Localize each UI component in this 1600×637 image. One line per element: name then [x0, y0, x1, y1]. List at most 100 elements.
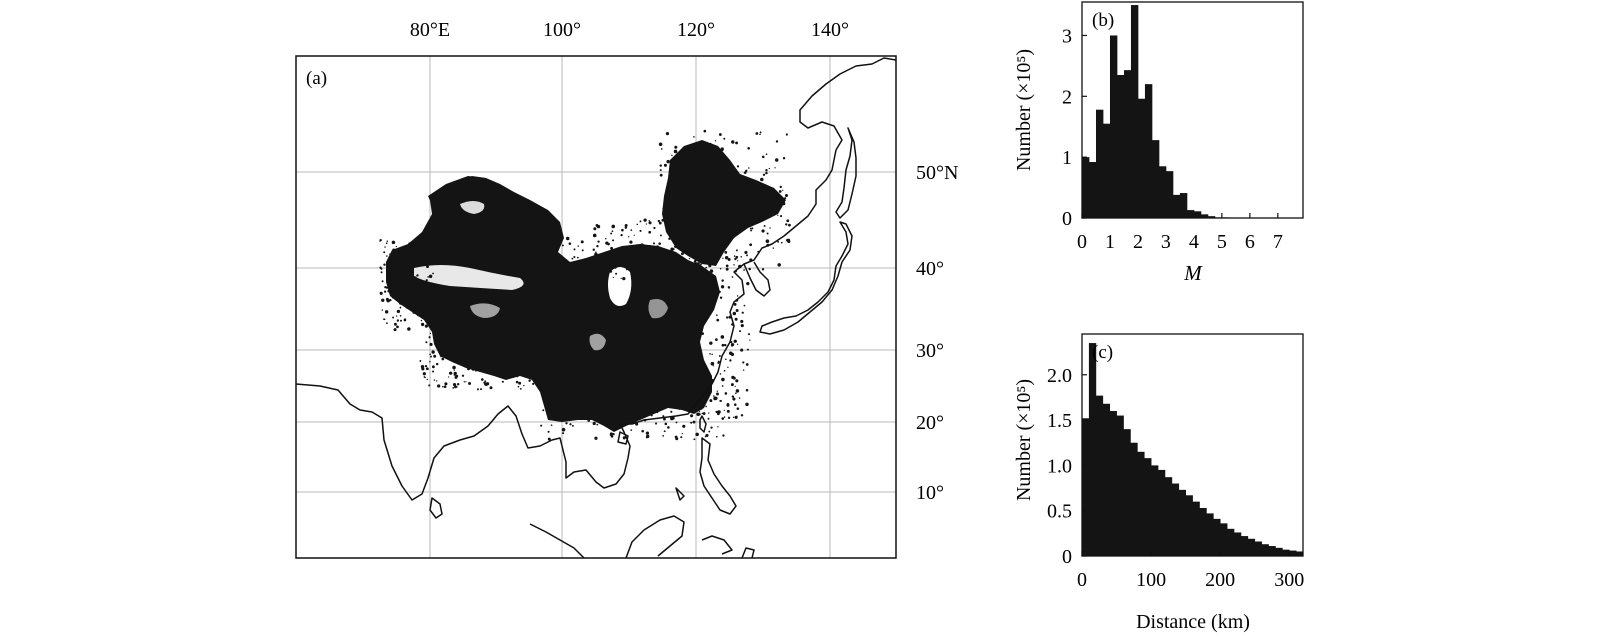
histogram-b-ytick-labels: 0 1 2 3: [1062, 25, 1072, 230]
epicenter-dot: [659, 234, 662, 237]
epicenter-dot: [383, 318, 386, 321]
histogram-b-xtick-label: 2: [1133, 231, 1143, 253]
histogram-b-xtick-label: 1: [1105, 231, 1115, 253]
epicenter-dot: [716, 318, 720, 322]
epicenter-dot: [730, 191, 734, 195]
epicenter-dot: [685, 268, 689, 271]
epicenter-dot: [734, 317, 738, 321]
epicenter-dot: [392, 316, 395, 319]
epicenter-dot: [782, 189, 784, 191]
lon-label-80: 80°E: [410, 19, 450, 41]
epicenter-dot: [691, 280, 694, 283]
epicenter-dot: [419, 360, 422, 362]
epicenter-dot: [463, 333, 466, 335]
epicenter-dot: [660, 148, 663, 150]
epicenter-dot: [562, 396, 565, 399]
epicenter-dot: [721, 385, 724, 387]
epicenter-dot: [747, 202, 751, 206]
epicenter-dot: [691, 309, 695, 313]
epicenter-dot: [399, 276, 404, 280]
epicenter-dot: [505, 333, 509, 337]
epicenter-dot: [724, 250, 728, 254]
epicenter-dot: [386, 240, 389, 243]
epicenter-dot: [684, 229, 688, 232]
epicenter-dot: [621, 400, 623, 402]
epicenter-dot: [670, 260, 672, 262]
coastline-eurasia-south: [296, 383, 713, 501]
epicenter-dot: [395, 315, 398, 317]
epicenter-dot: [570, 404, 575, 409]
epicenter-dot: [723, 409, 725, 411]
epicenter-dot: [648, 267, 651, 270]
epicenter-dot: [676, 273, 679, 276]
epicenter-dot: [423, 257, 428, 261]
histogram-b-xtick-label: 0: [1077, 231, 1087, 253]
epicenter-dot: [747, 146, 750, 150]
epicenter-dot: [735, 379, 739, 383]
epicenter-dot: [667, 426, 670, 429]
epicenter-dot: [544, 401, 546, 403]
longitude-labels: 80°E 100° 120° 140°: [410, 19, 849, 41]
epicenter-dot: [703, 383, 707, 387]
histogram-b-bar: [1179, 193, 1188, 218]
latitude-labels: 50°N 40° 30° 20° 10°: [916, 162, 958, 504]
epicenter-dot: [680, 272, 685, 277]
epicenter-dot: [694, 393, 697, 396]
epicenter-dot: [598, 406, 602, 410]
epicenter-dot: [692, 249, 695, 252]
epicenter-dot: [522, 369, 526, 372]
epicenter-dot: [694, 381, 697, 384]
epicenter-dot: [704, 396, 708, 400]
epicenter-dot: [718, 290, 721, 293]
epicenter-dot: [662, 435, 665, 437]
epicenter-dot: [690, 191, 694, 196]
epicenter-dot: [688, 372, 693, 377]
epicenter-dot: [748, 267, 751, 271]
epicenter-dot: [693, 262, 698, 266]
epicenter-dot: [736, 343, 739, 345]
epicenter-dot: [719, 296, 723, 300]
epicenter-dot: [735, 249, 738, 252]
epicenter-dot: [693, 438, 696, 441]
epicenter-dot: [717, 426, 719, 428]
epicenter-dot: [745, 388, 749, 392]
epicenter-dot: [542, 409, 545, 412]
epicenter-dot: [577, 245, 579, 247]
epicenter-dot: [766, 232, 769, 235]
epicenter-dot: [602, 379, 605, 382]
epicenter-dot: [736, 415, 738, 417]
epicenter-dot: [738, 397, 741, 399]
epicenter-dot: [423, 315, 426, 318]
epicenter-dot: [487, 330, 490, 332]
lon-label-140: 140°: [811, 19, 849, 41]
histogram-b-bar: [1095, 109, 1104, 218]
epicenter-dot: [383, 290, 387, 293]
epicenter-dot: [709, 399, 713, 403]
epicenter-dot: [416, 283, 420, 286]
epicenter-dot: [649, 269, 652, 273]
epicenter-dot: [380, 271, 383, 274]
epicenter-dot: [726, 409, 730, 413]
epicenter-dot: [671, 154, 673, 157]
epicenter-dot: [612, 422, 617, 426]
epicenter-dot: [401, 264, 405, 268]
epicenter-dot: [709, 341, 713, 345]
epicenter-dot: [736, 407, 740, 410]
epicenter-dot: [749, 227, 752, 230]
epicenter-dot: [788, 223, 791, 227]
epicenter-dot: [400, 257, 404, 261]
epicenter-dot: [396, 309, 401, 314]
hole-ordos: [608, 267, 632, 306]
histogram-b-bar: [1151, 140, 1160, 218]
epicenter-dot: [592, 248, 595, 251]
epicenter-dot: [624, 224, 628, 228]
epicenter-dot: [386, 322, 388, 324]
epicenter-dot: [751, 227, 754, 230]
epicenter-dot: [531, 349, 533, 351]
epicenter-dot: [640, 243, 644, 247]
epicenter-dot: [720, 203, 724, 207]
epicenter-dot: [580, 240, 584, 244]
epicenter-dot: [499, 368, 503, 372]
epicenter-dot: [594, 396, 598, 400]
